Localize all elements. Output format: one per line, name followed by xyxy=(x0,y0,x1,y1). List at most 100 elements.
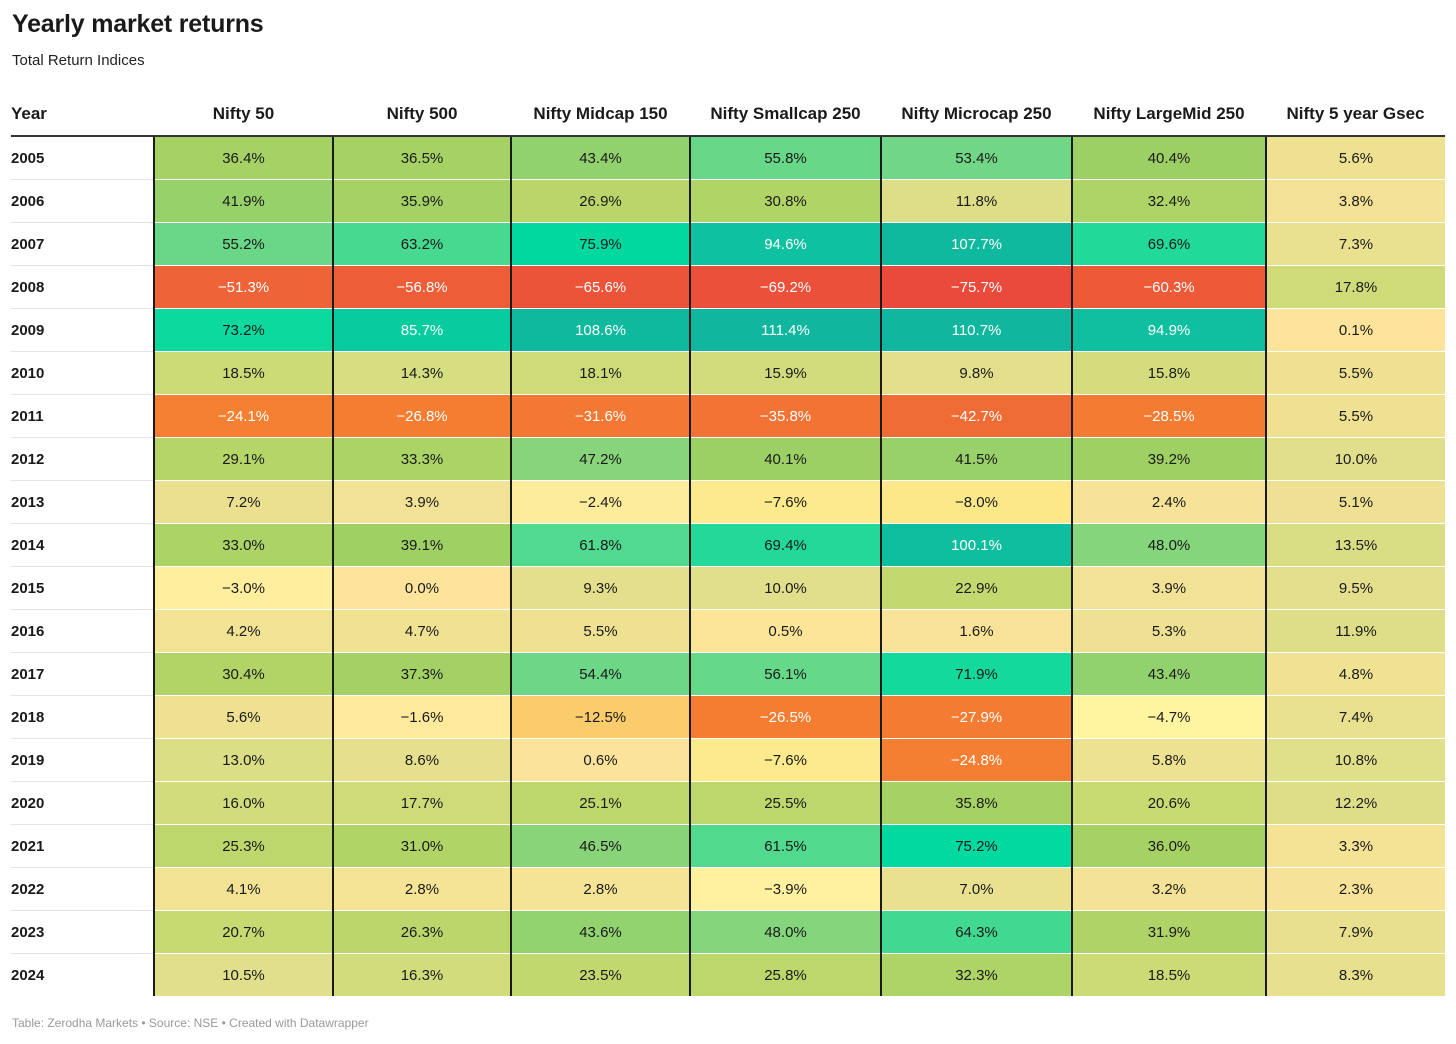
year-cell: 2017 xyxy=(11,652,154,696)
table-row: 2022 4.1% 2.8% 2.8% −3.9% 7.0% 3.2% 2.3% xyxy=(11,867,1445,911)
return-cell: 9.5% xyxy=(1265,566,1445,610)
return-cell: 48.0% xyxy=(689,910,881,954)
return-cell: 40.4% xyxy=(1071,136,1266,180)
column-header[interactable]: Nifty Microcap 250 xyxy=(881,93,1072,137)
return-cell: 14.3% xyxy=(332,351,511,395)
column-header-year[interactable]: Year xyxy=(11,93,154,137)
return-cell: 16.3% xyxy=(332,953,511,996)
return-cell: 30.8% xyxy=(689,179,881,223)
return-cell: 22.9% xyxy=(880,566,1072,610)
return-cell: 30.4% xyxy=(153,652,333,696)
return-cell: 48.0% xyxy=(1071,523,1266,567)
return-cell: 3.3% xyxy=(1265,824,1445,868)
return-cell: 110.7% xyxy=(880,308,1072,352)
column-header[interactable]: Nifty 50 xyxy=(154,93,333,137)
return-cell: −65.6% xyxy=(510,265,690,309)
table-row: 2017 30.4% 37.3% 54.4% 56.1% 71.9% 43.4% 4.8% xyxy=(11,652,1445,696)
return-cell: −28.5% xyxy=(1071,394,1266,438)
return-cell: 75.9% xyxy=(510,222,690,266)
return-cell: 5.6% xyxy=(1265,136,1445,180)
table-row: 2013 7.2% 3.9% −2.4% −7.6% −8.0% 2.4% 5.1% xyxy=(11,480,1445,524)
return-cell: 23.5% xyxy=(510,953,690,996)
year-cell: 2016 xyxy=(11,609,154,653)
return-cell: 3.9% xyxy=(1071,566,1266,610)
year-cell: 2014 xyxy=(11,523,154,567)
return-cell: 32.4% xyxy=(1071,179,1266,223)
year-cell: 2012 xyxy=(11,437,154,481)
return-cell: 55.8% xyxy=(689,136,881,180)
return-cell: 15.9% xyxy=(689,351,881,395)
column-header[interactable]: Nifty Smallcap 250 xyxy=(690,93,881,137)
return-cell: 108.6% xyxy=(510,308,690,352)
return-cell: 69.4% xyxy=(689,523,881,567)
return-cell: 39.1% xyxy=(332,523,511,567)
return-cell: 2.8% xyxy=(332,867,511,911)
return-cell: 5.1% xyxy=(1265,480,1445,524)
return-cell: 53.4% xyxy=(880,136,1072,180)
return-cell: 3.9% xyxy=(332,480,511,524)
return-cell: 111.4% xyxy=(689,308,881,352)
return-cell: 9.8% xyxy=(880,351,1072,395)
table-row: 2012 29.1% 33.3% 47.2% 40.1% 41.5% 39.2% 10.0% xyxy=(11,437,1445,481)
return-cell: 37.3% xyxy=(332,652,511,696)
return-cell: 31.0% xyxy=(332,824,511,868)
table-row: 2007 55.2% 63.2% 75.9% 94.6% 107.7% 69.6% 7.3% xyxy=(11,222,1445,266)
return-cell: 54.4% xyxy=(510,652,690,696)
return-cell: 7.2% xyxy=(153,480,333,524)
return-cell: 5.5% xyxy=(1265,351,1445,395)
return-cell: 35.8% xyxy=(880,781,1072,825)
return-cell: 2.3% xyxy=(1265,867,1445,911)
return-cell: 5.6% xyxy=(153,695,333,739)
return-cell: −24.1% xyxy=(153,394,333,438)
return-cell: −31.6% xyxy=(510,394,690,438)
table-row: 2016 4.2% 4.7% 5.5% 0.5% 1.6% 5.3% 11.9% xyxy=(11,609,1445,653)
year-cell: 2023 xyxy=(11,910,154,954)
return-cell: 107.7% xyxy=(880,222,1072,266)
return-cell: 4.8% xyxy=(1265,652,1445,696)
return-cell: −24.8% xyxy=(880,738,1072,782)
return-cell: 39.2% xyxy=(1071,437,1266,481)
return-cell: 55.2% xyxy=(153,222,333,266)
return-cell: −1.6% xyxy=(332,695,511,739)
return-cell: −3.0% xyxy=(153,566,333,610)
return-cell: −26.5% xyxy=(689,695,881,739)
return-cell: 7.4% xyxy=(1265,695,1445,739)
return-cell: 10.8% xyxy=(1265,738,1445,782)
column-header[interactable]: Nifty 500 xyxy=(333,93,511,137)
return-cell: 41.5% xyxy=(880,437,1072,481)
column-header[interactable]: Nifty LargeMid 250 xyxy=(1072,93,1266,137)
return-cell: 25.1% xyxy=(510,781,690,825)
return-cell: 5.8% xyxy=(1071,738,1266,782)
return-cell: 7.3% xyxy=(1265,222,1445,266)
return-cell: 75.2% xyxy=(880,824,1072,868)
year-cell: 2015 xyxy=(11,566,154,610)
table-row: 2014 33.0% 39.1% 61.8% 69.4% 100.1% 48.0% 13.5% xyxy=(11,523,1445,567)
return-cell: 61.5% xyxy=(689,824,881,868)
column-header[interactable]: Nifty Midcap 150 xyxy=(511,93,690,137)
year-cell: 2010 xyxy=(11,351,154,395)
return-cell: 69.6% xyxy=(1071,222,1266,266)
return-cell: 36.5% xyxy=(332,136,511,180)
return-cell: 17.8% xyxy=(1265,265,1445,309)
return-cell: 8.6% xyxy=(332,738,511,782)
year-cell: 2011 xyxy=(11,394,154,438)
year-cell: 2022 xyxy=(11,867,154,911)
table-row: 2008 −51.3% −56.8% −65.6% −69.2% −75.7% −60.3%… xyxy=(11,265,1445,309)
year-cell: 2024 xyxy=(11,953,154,996)
return-cell: 5.5% xyxy=(510,609,690,653)
table-row: 2023 20.7% 26.3% 43.6% 48.0% 64.3% 31.9% 7.9% xyxy=(11,910,1445,954)
chart-title: Yearly market returns xyxy=(12,10,264,38)
return-cell: 64.3% xyxy=(880,910,1072,954)
return-cell: 94.6% xyxy=(689,222,881,266)
return-cell: 36.4% xyxy=(153,136,333,180)
return-cell: 36.0% xyxy=(1071,824,1266,868)
return-cell: −27.9% xyxy=(880,695,1072,739)
return-cell: −35.8% xyxy=(689,394,881,438)
table-row: 2021 25.3% 31.0% 46.5% 61.5% 75.2% 36.0% 3.3% xyxy=(11,824,1445,868)
table-row: 2011 −24.1% −26.8% −31.6% −35.8% −42.7% −28.5%… xyxy=(11,394,1445,438)
column-header[interactable]: Nifty 5 year Gsec xyxy=(1266,93,1445,137)
return-cell: 32.3% xyxy=(880,953,1072,996)
return-cell: 43.4% xyxy=(1071,652,1266,696)
return-cell: 33.0% xyxy=(153,523,333,567)
return-cell: 13.5% xyxy=(1265,523,1445,567)
